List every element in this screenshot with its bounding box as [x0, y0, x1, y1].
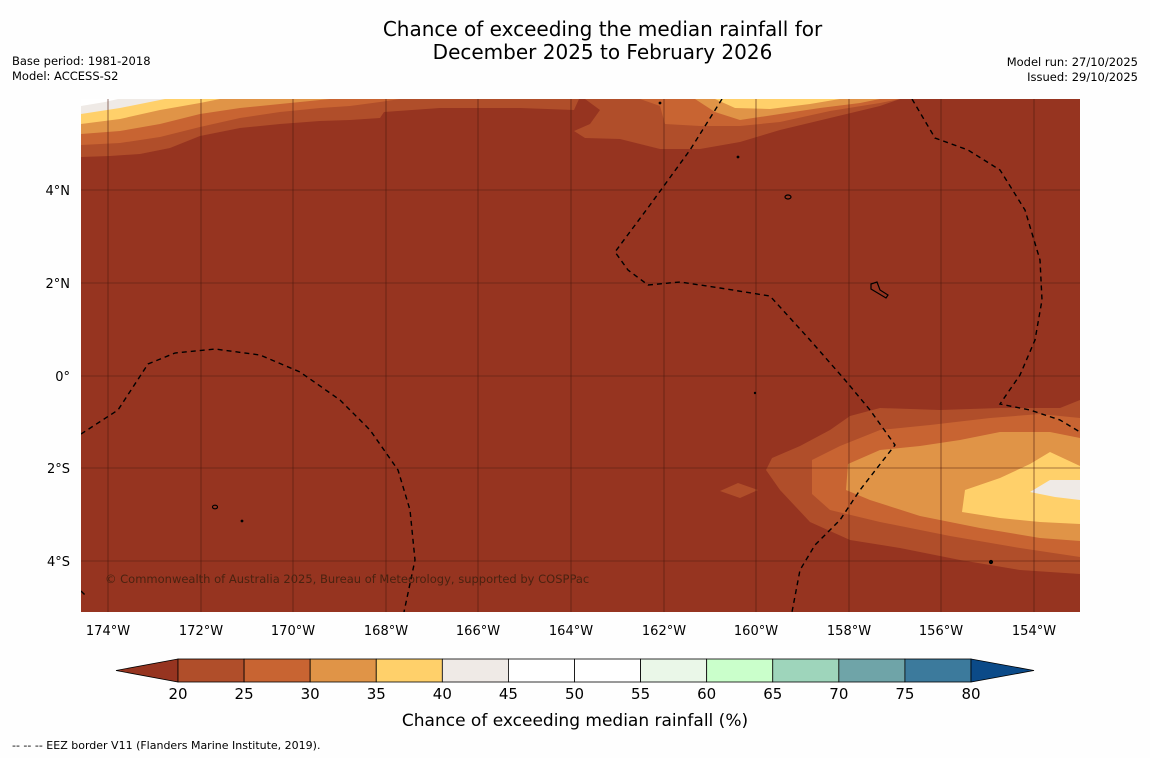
- colorbar-tick-label: 30: [301, 685, 320, 703]
- colorbar-tick-label: 75: [895, 685, 914, 703]
- lon-label: 154°W: [1012, 624, 1056, 639]
- lat-label: 2°N: [46, 277, 71, 292]
- colorbar-cell: [177, 658, 245, 683]
- colorbar-cell: [508, 658, 575, 683]
- title-line-1: Chance of exceeding the median rainfall …: [382, 17, 823, 41]
- latitude-labels: 4°N 2°N 0° 2°S 4°S: [46, 184, 71, 570]
- eez-borders: [81, 99, 1080, 612]
- lon-label: 170°W: [271, 624, 315, 639]
- issued-date: Issued: 29/10/2025: [1027, 70, 1138, 84]
- colorbar-label: Chance of exceeding median rainfall (%): [402, 711, 748, 731]
- colorbar-tick-label: 50: [565, 685, 584, 703]
- lat-label: 4°N: [46, 184, 71, 199]
- model-name: Model: ACCESS-S2: [12, 69, 119, 83]
- colorbar-tick-label: 60: [697, 685, 716, 703]
- colorbar-tick-label: 20: [168, 685, 187, 703]
- graticule-lines: [81, 99, 1080, 612]
- colorbar-cell: [243, 658, 311, 683]
- model-info: Base period: 1981-2018 Model: ACCESS-S2: [12, 54, 151, 84]
- lat-label: 4°S: [47, 555, 70, 570]
- colorbar-extend-low: [115, 658, 179, 683]
- contour-north-central: [574, 99, 900, 149]
- lat-label: 0°: [55, 370, 70, 385]
- colorbar-tick-label: 65: [763, 685, 782, 703]
- colorbar-cell: [706, 658, 774, 683]
- contour-southeast: [720, 400, 1080, 574]
- lat-label: 2°S: [47, 462, 70, 477]
- colorbar-cell: [904, 658, 972, 683]
- colorbar-tick-label: 35: [367, 685, 386, 703]
- colorbar-tick-label: 70: [829, 685, 848, 703]
- islands: [211, 101, 994, 565]
- lon-label: 174°W: [86, 624, 130, 639]
- eez-border-line: [81, 590, 87, 597]
- eez-border-line: [614, 99, 896, 612]
- lon-label: 172°W: [179, 624, 223, 639]
- copyright-notice: © Commonwealth of Australia 2025, Bureau…: [105, 572, 589, 586]
- colorbar-tick-label: 40: [433, 685, 452, 703]
- colorbar-tick-label: 55: [631, 685, 650, 703]
- lon-label: 162°W: [642, 624, 686, 639]
- colorbar-cell: [772, 658, 840, 683]
- eez-legend-note: -- -- -- EEZ border V11 (Flanders Marine…: [12, 739, 321, 752]
- colorbar-cell: [441, 658, 509, 683]
- island-outline: [870, 281, 889, 299]
- run-info: Model run: 27/10/2025 Issued: 29/10/2025: [1007, 55, 1138, 85]
- contour-northwest: [81, 99, 579, 157]
- colorbar-cell: [838, 658, 906, 683]
- lon-label: 158°W: [827, 624, 871, 639]
- eez-border-line: [81, 348, 416, 612]
- island-dot: [753, 391, 757, 395]
- lon-label: 164°W: [549, 624, 593, 639]
- colorbar-cell: [640, 658, 708, 683]
- island-dot: [736, 155, 740, 159]
- lon-label: 156°W: [919, 624, 963, 639]
- colorbar-tick-label: 80: [961, 685, 980, 703]
- map-title: Chance of exceeding the median rainfall …: [0, 18, 1150, 64]
- lon-label: 160°W: [734, 624, 778, 639]
- longitude-labels: 174°W 172°W 170°W 168°W 166°W 164°W 162°…: [86, 624, 1056, 639]
- colorbar-extend-high: [970, 658, 1035, 683]
- island-dot: [658, 101, 662, 105]
- colorbar-tick-label: 45: [499, 685, 518, 703]
- colorbar-cell: [309, 658, 377, 683]
- title-line-2: December 2025 to February 2026: [432, 40, 773, 64]
- island-dot: [988, 559, 994, 565]
- lon-label: 166°W: [456, 624, 500, 639]
- island-outline: [211, 504, 219, 510]
- island-outline: [784, 194, 792, 200]
- colorbar: 20 25 30 35 40 45 50 55 60 65 70 75 80 Chance of exc…: [115, 658, 1035, 731]
- lon-label: 168°W: [364, 624, 408, 639]
- map-area: © Commonwealth of Australia 2025, Bureau…: [81, 99, 1080, 612]
- colorbar-tick-label: 25: [235, 685, 254, 703]
- colorbar-cell: [375, 658, 443, 683]
- model-run: Model run: 27/10/2025: [1006, 55, 1138, 69]
- colorbar-cell: [574, 658, 641, 683]
- base-period: Base period: 1981-2018: [12, 54, 151, 68]
- island-dot: [240, 519, 244, 523]
